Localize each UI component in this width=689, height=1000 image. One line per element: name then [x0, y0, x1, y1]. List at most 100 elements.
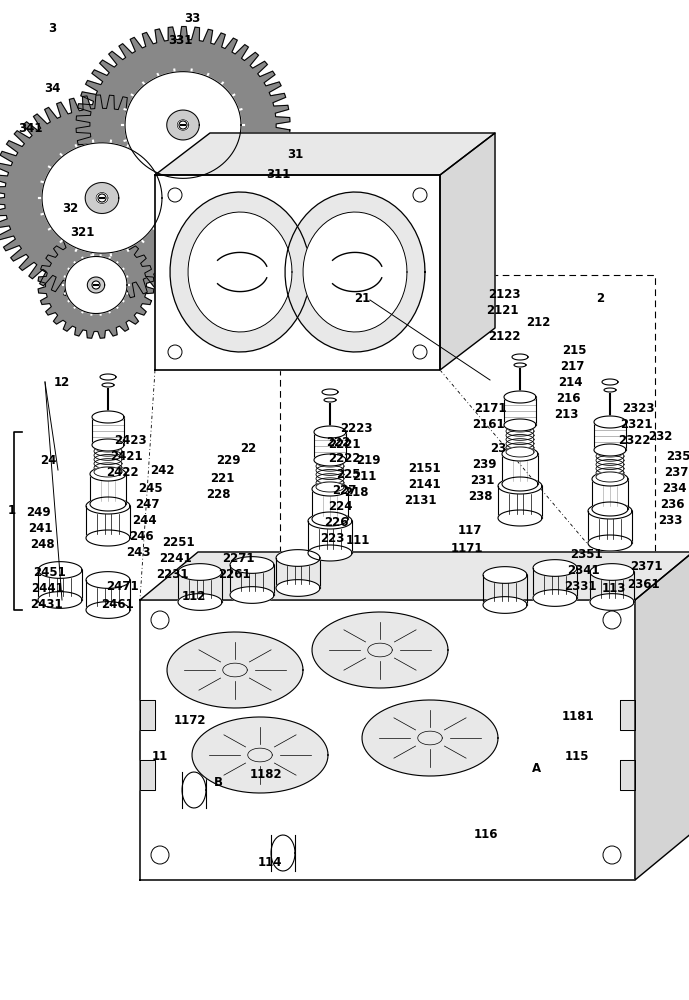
Text: 216: 216 — [556, 391, 580, 404]
Text: 11: 11 — [152, 750, 168, 762]
Polygon shape — [94, 446, 122, 456]
Text: 226: 226 — [324, 516, 348, 528]
Polygon shape — [230, 587, 274, 603]
Polygon shape — [596, 455, 624, 465]
Polygon shape — [590, 594, 634, 610]
Text: 249: 249 — [25, 506, 50, 518]
Polygon shape — [38, 562, 82, 578]
Text: 242: 242 — [150, 464, 174, 477]
Polygon shape — [506, 422, 534, 432]
Text: 2231: 2231 — [156, 568, 188, 580]
Polygon shape — [514, 363, 526, 367]
Polygon shape — [362, 700, 498, 776]
Text: 222: 222 — [326, 436, 350, 448]
Text: 2131: 2131 — [404, 493, 436, 506]
Polygon shape — [504, 419, 536, 431]
Text: 239: 239 — [472, 458, 496, 471]
Polygon shape — [316, 457, 344, 467]
Polygon shape — [96, 192, 108, 204]
Text: 2221: 2221 — [328, 438, 360, 450]
Text: 2122: 2122 — [488, 330, 520, 342]
Text: 1172: 1172 — [174, 714, 206, 726]
Polygon shape — [312, 512, 348, 526]
Polygon shape — [483, 597, 527, 613]
Circle shape — [92, 281, 100, 289]
Polygon shape — [604, 388, 616, 392]
Polygon shape — [93, 282, 99, 288]
Polygon shape — [592, 502, 628, 516]
Polygon shape — [316, 482, 344, 492]
Text: 112: 112 — [182, 589, 206, 602]
Polygon shape — [140, 552, 689, 600]
Text: 2222: 2222 — [328, 452, 360, 464]
Text: 224: 224 — [328, 499, 352, 512]
Polygon shape — [65, 256, 127, 314]
Polygon shape — [94, 455, 122, 464]
Polygon shape — [316, 478, 344, 488]
Polygon shape — [140, 700, 155, 730]
Polygon shape — [125, 72, 241, 178]
Polygon shape — [316, 465, 344, 475]
Polygon shape — [92, 411, 124, 423]
Text: 2371: 2371 — [630, 560, 662, 572]
Polygon shape — [276, 550, 320, 566]
Text: 24: 24 — [40, 454, 56, 466]
Polygon shape — [170, 192, 310, 352]
Text: 2161: 2161 — [472, 418, 504, 430]
Text: 246: 246 — [129, 530, 154, 542]
Polygon shape — [178, 564, 222, 580]
Polygon shape — [506, 439, 534, 449]
Polygon shape — [303, 212, 407, 332]
Polygon shape — [324, 398, 336, 402]
Text: 2261: 2261 — [218, 568, 250, 580]
Polygon shape — [88, 277, 105, 293]
Text: 238: 238 — [468, 489, 492, 502]
Text: 115: 115 — [565, 750, 589, 762]
Text: 245: 245 — [138, 482, 163, 494]
Text: 2323: 2323 — [621, 401, 655, 414]
Polygon shape — [38, 232, 154, 338]
Text: 2471: 2471 — [105, 580, 138, 592]
Text: A: A — [531, 762, 541, 774]
Text: 2331: 2331 — [564, 580, 596, 592]
Polygon shape — [192, 717, 328, 793]
Polygon shape — [316, 470, 344, 479]
Polygon shape — [102, 383, 114, 387]
Text: 2151: 2151 — [408, 462, 440, 475]
Text: 2: 2 — [596, 292, 604, 304]
Polygon shape — [316, 474, 344, 484]
Text: 311: 311 — [266, 168, 290, 182]
Text: 237: 237 — [664, 466, 688, 479]
Text: 3: 3 — [48, 21, 56, 34]
Polygon shape — [94, 467, 122, 477]
Text: 217: 217 — [559, 360, 584, 372]
Polygon shape — [635, 552, 689, 880]
Text: 228: 228 — [206, 488, 230, 500]
Text: 31: 31 — [287, 148, 303, 161]
Polygon shape — [596, 447, 624, 457]
Polygon shape — [506, 447, 534, 457]
Polygon shape — [86, 498, 130, 514]
Text: 2351: 2351 — [570, 548, 602, 560]
Text: 2251: 2251 — [162, 536, 194, 548]
Text: 2421: 2421 — [110, 450, 143, 462]
Polygon shape — [620, 700, 635, 730]
Circle shape — [603, 846, 621, 864]
Text: 113: 113 — [601, 582, 626, 594]
Polygon shape — [223, 663, 247, 677]
Polygon shape — [86, 572, 130, 588]
Text: 21: 21 — [354, 292, 370, 304]
Text: 225: 225 — [336, 468, 360, 481]
Polygon shape — [90, 467, 126, 481]
Polygon shape — [178, 594, 222, 610]
Polygon shape — [312, 482, 348, 496]
Polygon shape — [498, 478, 542, 494]
Polygon shape — [76, 27, 290, 223]
Polygon shape — [140, 600, 635, 880]
Polygon shape — [506, 426, 534, 436]
Text: 243: 243 — [126, 546, 150, 558]
Polygon shape — [155, 175, 440, 370]
Text: 341: 341 — [18, 121, 42, 134]
Text: 213: 213 — [554, 408, 578, 420]
Text: 219: 219 — [356, 454, 380, 466]
